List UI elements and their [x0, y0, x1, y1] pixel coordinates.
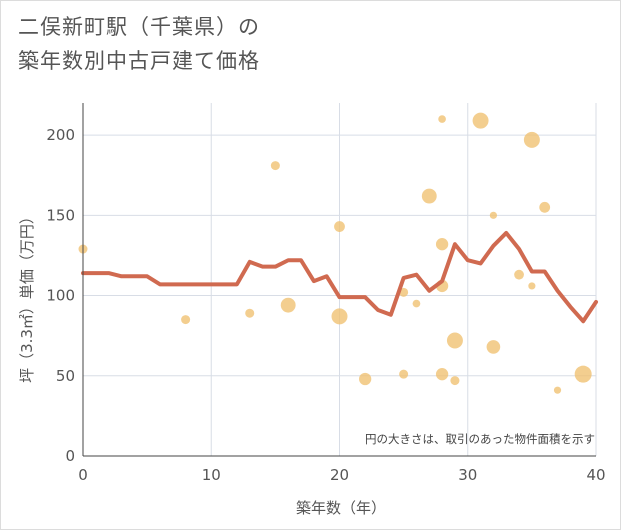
bubble-point	[472, 112, 489, 129]
bubble-point	[523, 131, 540, 148]
grid-lines	[83, 103, 597, 456]
bubble-point	[270, 161, 280, 171]
x-tick-label: 30	[458, 466, 477, 484]
bubble-point	[489, 211, 497, 219]
y-tick-label: 0	[65, 447, 75, 465]
x-tick-label: 0	[78, 466, 88, 484]
trend-line-series	[81, 230, 598, 324]
bubble-point	[280, 297, 296, 313]
bubble-point	[574, 365, 592, 383]
bubble-point	[358, 372, 372, 386]
bubble-point	[450, 376, 460, 386]
bubble-point	[446, 332, 463, 349]
x-tick-label: 10	[202, 466, 221, 484]
chart-title-line1: 二俣新町駅（千葉県）の	[18, 15, 260, 39]
chart-title-line2: 築年数別中古戸建て価格	[18, 49, 260, 73]
chart-title: 二俣新町駅（千葉県）の 築年数別中古戸建て価格	[18, 10, 260, 78]
bubble-point	[435, 368, 449, 381]
bubble-point	[181, 315, 191, 325]
size-note: 円の大きさは、取引のあった物件面積を示す	[365, 432, 595, 446]
bubble-point	[412, 299, 421, 308]
bubble-series	[78, 112, 592, 394]
bubble-point	[438, 115, 446, 123]
bubble-point	[435, 238, 449, 251]
x-tick-label: 20	[330, 466, 349, 484]
y-tick-label: 200	[46, 126, 75, 144]
bubble-point	[399, 369, 409, 379]
bubble-point	[421, 188, 437, 204]
bubble-point	[245, 308, 255, 318]
y-tick-label: 150	[46, 206, 75, 224]
y-tick-label: 100	[46, 287, 75, 305]
bubble-point	[334, 221, 345, 232]
x-axis-label: 築年数（年）	[296, 499, 386, 517]
bubble-point	[514, 269, 524, 280]
y-tick-label: 50	[56, 367, 75, 385]
axes: 0 10 20 30 40 0 50 100 150 200	[46, 103, 606, 484]
bubble-point	[539, 201, 551, 213]
bubble-point	[528, 282, 536, 290]
bubble-point	[331, 308, 348, 325]
x-tick-label: 40	[586, 466, 605, 484]
trend-line	[81, 230, 598, 324]
y-axis-label: 坪（3.3㎡）単価（万円）	[18, 209, 36, 383]
bubble-point	[486, 340, 501, 354]
bubble-point	[553, 386, 562, 394]
